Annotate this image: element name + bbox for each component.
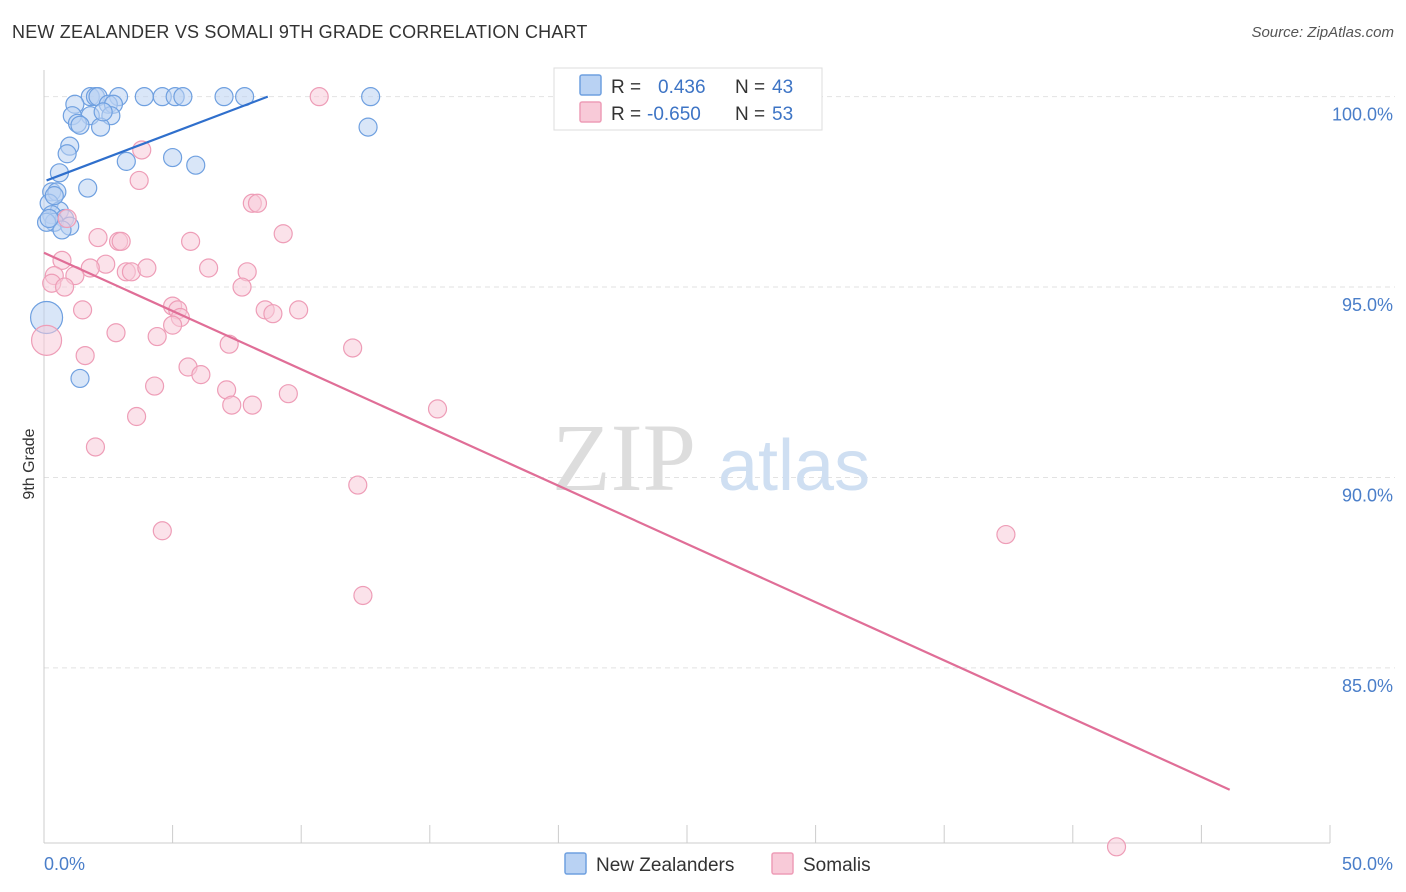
stats-r-value-1: 0.436	[658, 77, 706, 98]
point-somalis-47	[348, 475, 368, 495]
stats-swatch-new-zealanders	[579, 74, 602, 96]
chart-source: Source: ZipAtlas.com	[1251, 24, 1394, 41]
point-new-zealanders-8	[214, 87, 234, 107]
point-somalis-10	[181, 231, 201, 251]
point-somalis-22	[54, 277, 75, 297]
series-legend: New Zealanders Somalis	[564, 852, 871, 876]
point-new-zealanders-20	[358, 117, 378, 137]
point-somalis-44	[427, 399, 448, 419]
point-new-zealanders-10	[361, 87, 381, 107]
data-points	[29, 87, 1127, 857]
point-somalis-46	[85, 437, 106, 457]
point-somalis-45	[126, 406, 147, 427]
y-tick-labels: 100.0% 95.0% 90.0% 85.0%	[1332, 105, 1393, 696]
legend-label-somalis: Somalis	[803, 855, 871, 876]
stats-r-label-1: R =	[611, 77, 641, 98]
point-new-zealanders-39	[70, 368, 90, 389]
watermark-zip: ZIP	[552, 404, 696, 511]
point-somalis-33	[147, 326, 167, 347]
point-somalis-16	[137, 258, 157, 278]
point-new-zealanders-4	[134, 87, 154, 107]
legend-label-new-zealanders: New Zealanders	[596, 855, 734, 876]
legend-swatch-new-zealanders	[564, 852, 587, 875]
point-new-zealanders-27	[78, 178, 98, 198]
y-tick-label-2: 90.0%	[1342, 485, 1393, 505]
stats-n-value-2: 53	[772, 104, 793, 125]
point-somalis-6	[57, 208, 77, 229]
point-somalis-9	[111, 231, 131, 251]
point-new-zealanders-42	[93, 102, 113, 122]
point-new-zealanders-25	[186, 155, 206, 175]
stats-r-value-2: -0.650	[647, 104, 701, 125]
point-somalis-36	[75, 345, 95, 366]
point-somalis-2	[129, 170, 149, 191]
y-tick-label-1: 95.0%	[1342, 295, 1393, 315]
point-somalis-51	[1106, 837, 1127, 857]
point-new-zealanders-18	[70, 115, 90, 135]
stats-r-label-2: R =	[611, 104, 641, 125]
y-tick-label-0: 100.0%	[1332, 105, 1393, 125]
stats-n-value-1: 43	[772, 77, 793, 98]
point-somalis-17	[199, 258, 219, 278]
point-somalis-38	[191, 365, 211, 385]
point-somalis-42	[222, 395, 242, 415]
point-somalis-48	[152, 521, 172, 541]
point-somalis-23	[232, 277, 252, 297]
point-somalis-41	[278, 384, 298, 404]
stats-swatch-somalis	[579, 101, 602, 123]
trend-line-somalis	[43, 251, 1231, 791]
point-new-zealanders-22	[57, 144, 77, 164]
point-new-zealanders-23	[163, 147, 183, 168]
point-new-zealanders-40	[44, 186, 64, 206]
y-tick-label-3: 85.0%	[1342, 676, 1393, 696]
point-somalis-39	[144, 376, 165, 396]
point-somalis-28	[263, 304, 283, 324]
trend-line-new-zealanders	[46, 95, 269, 182]
point-somalis-32	[106, 323, 126, 343]
point-somalis-7	[88, 227, 108, 248]
point-somalis-31	[163, 315, 183, 335]
watermark: ZIP atlas	[552, 404, 870, 511]
legend-swatch-somalis	[771, 852, 794, 875]
point-somalis-0	[309, 87, 329, 107]
stats-n-label-2: N =	[735, 104, 765, 125]
point-somalis-50	[353, 585, 373, 606]
point-somalis-52	[30, 324, 63, 356]
point-somalis-26	[72, 300, 93, 320]
gridlines	[44, 96, 1395, 669]
x-tick-labels: 0.0% 50.0%	[44, 854, 1393, 874]
point-somalis-29	[289, 300, 309, 320]
stats-n-label-1: N =	[735, 77, 765, 98]
point-new-zealanders-24	[116, 151, 136, 171]
point-somalis-5	[273, 224, 293, 244]
point-somalis-43	[242, 395, 262, 415]
chart-title: NEW ZEALANDER VS SOMALI 9TH GRADE CORREL…	[12, 22, 588, 42]
watermark-atlas: atlas	[718, 426, 870, 506]
point-somalis-35	[343, 338, 363, 358]
point-somalis-4	[247, 193, 268, 213]
y-axis-title: 9th Grade	[21, 428, 38, 499]
point-somalis-49	[996, 524, 1016, 545]
x-tick-label-0: 0.0%	[44, 854, 85, 874]
x-tick-label-1: 50.0%	[1342, 854, 1393, 874]
point-new-zealanders-41	[39, 208, 59, 229]
point-somalis-34	[219, 334, 239, 354]
stats-legend: R = 0.436 N = 43 R = -0.650 N = 53	[553, 67, 823, 131]
trend-lines	[43, 95, 1231, 791]
point-new-zealanders-7	[173, 87, 193, 107]
